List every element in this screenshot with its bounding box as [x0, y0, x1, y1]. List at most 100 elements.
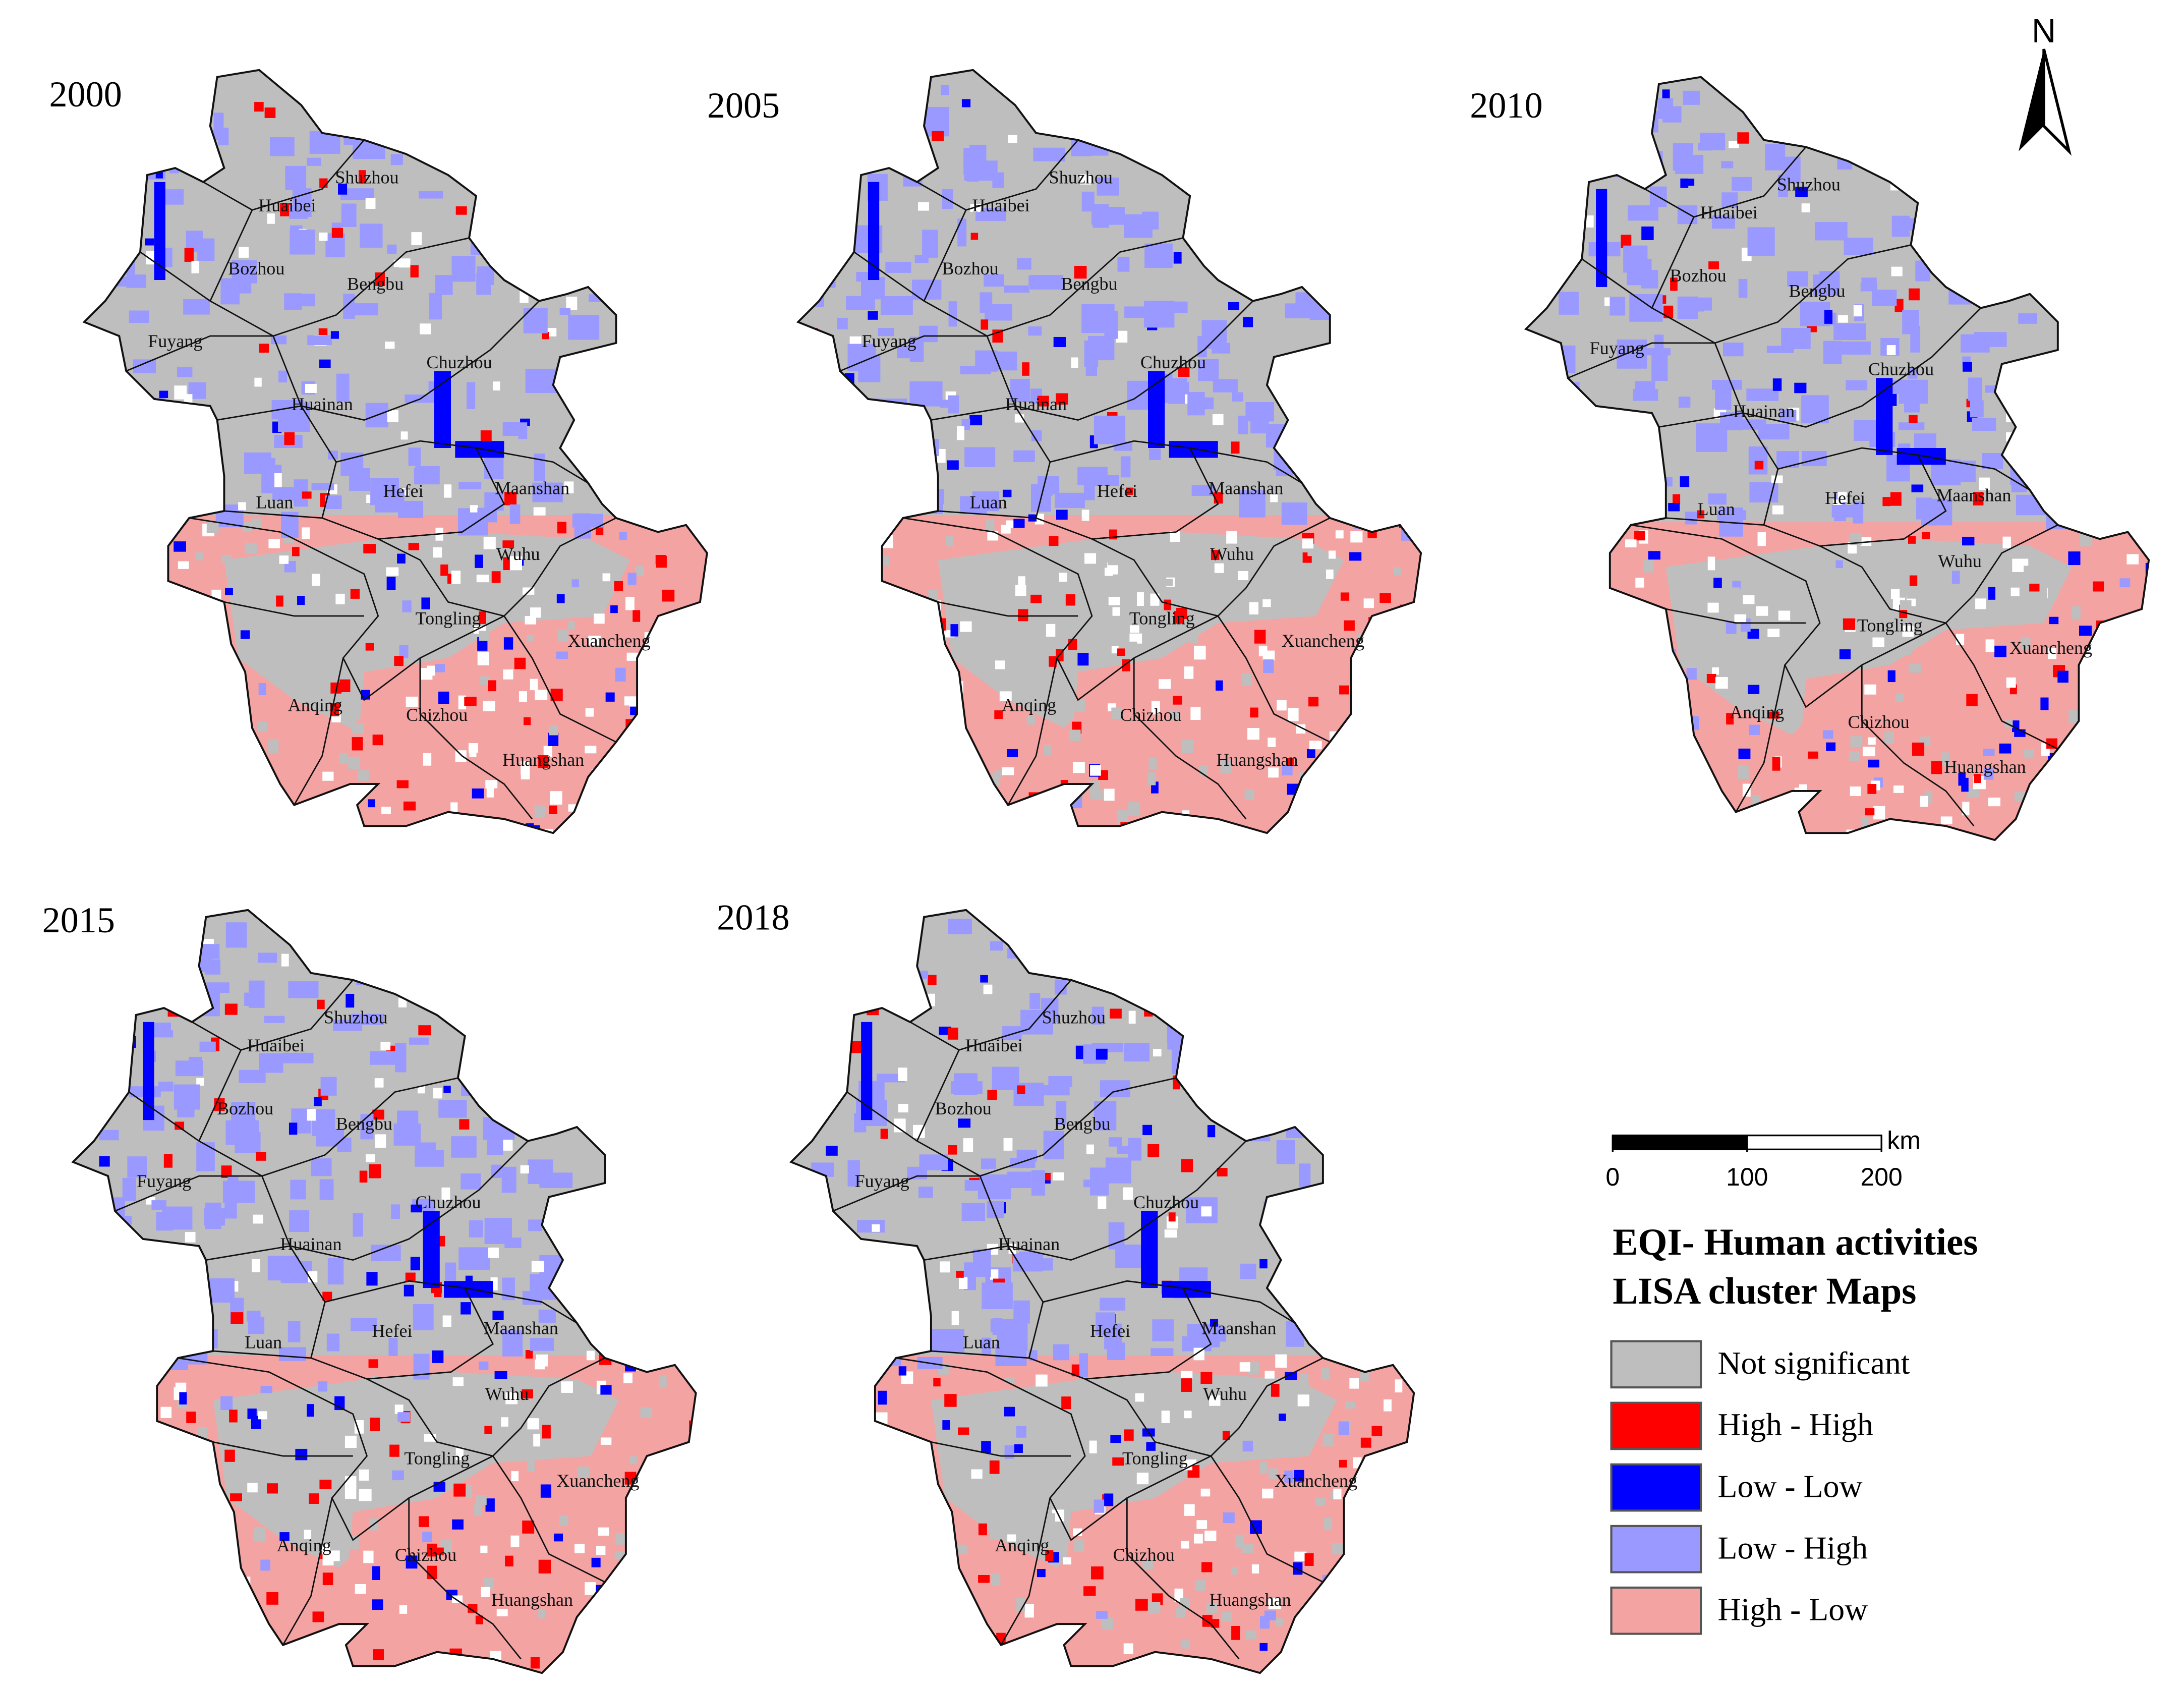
cell	[243, 1605, 252, 1613]
cell	[1323, 1433, 1335, 1447]
cell	[1002, 1345, 1022, 1356]
cell	[1100, 1298, 1126, 1311]
city-label: Hefei	[1090, 1321, 1130, 1341]
cell	[527, 1459, 535, 1472]
cell	[1852, 737, 1861, 746]
cell	[451, 1136, 477, 1158]
cell	[964, 447, 996, 467]
city-label: Chuzhou	[415, 1192, 481, 1212]
cell	[1962, 802, 1970, 816]
cell	[451, 256, 476, 282]
cell	[1381, 803, 1393, 812]
cell	[1054, 979, 1067, 995]
cell	[453, 1483, 466, 1497]
cell	[848, 422, 872, 437]
cell	[325, 676, 338, 684]
cell	[872, 1224, 880, 1232]
cell	[1346, 1045, 1370, 1052]
cell	[1290, 919, 1304, 938]
cell	[1093, 1671, 1103, 1673]
cell	[804, 1243, 815, 1254]
cell	[537, 198, 551, 210]
cell	[685, 1297, 696, 1310]
cell	[1295, 935, 1317, 959]
cell	[563, 1212, 587, 1221]
city-label: Shuzhou	[324, 1007, 387, 1028]
cell	[632, 1556, 641, 1567]
cell	[1681, 297, 1712, 311]
cell	[522, 1521, 535, 1534]
cell	[1702, 825, 1713, 834]
cell	[1321, 73, 1331, 94]
cell	[1549, 399, 1568, 416]
cell	[1206, 912, 1218, 936]
cell	[485, 1498, 495, 1512]
cell	[538, 1052, 554, 1072]
cell	[333, 1676, 340, 1685]
cell	[469, 1220, 483, 1238]
cell	[130, 1678, 137, 1687]
cell	[1302, 538, 1314, 549]
cell	[518, 422, 528, 439]
cell	[653, 1038, 663, 1049]
cell	[320, 1077, 337, 1096]
cell	[105, 582, 116, 590]
cell	[1743, 595, 1755, 604]
gray-region	[1665, 539, 2072, 735]
cell	[1726, 713, 1734, 725]
cell	[1229, 1024, 1238, 1034]
cell	[1037, 396, 1049, 407]
cell	[605, 364, 632, 393]
cell	[679, 816, 692, 824]
cell	[583, 1112, 601, 1124]
cell	[1571, 634, 1582, 646]
cell	[1349, 1378, 1359, 1389]
cell	[1966, 694, 1978, 706]
cell	[1079, 174, 1091, 185]
cell	[408, 543, 420, 550]
cell	[628, 1550, 640, 1559]
cell	[1749, 101, 1760, 115]
cell	[189, 1056, 202, 1068]
cell	[290, 230, 315, 255]
cell	[351, 1318, 377, 1331]
cell	[863, 991, 886, 1006]
cell	[484, 458, 504, 479]
cell	[1268, 738, 1276, 747]
low-low-cluster	[868, 182, 880, 280]
city-boundary	[853, 209, 967, 302]
cell	[1864, 684, 1876, 695]
year-label: 2000	[49, 74, 122, 115]
cell	[981, 319, 989, 330]
cell	[142, 755, 155, 767]
cell	[147, 974, 159, 984]
cell	[959, 1277, 968, 1289]
cell	[1126, 641, 1137, 653]
cell	[1086, 1144, 1094, 1155]
cell	[1988, 587, 1996, 600]
cell	[816, 812, 824, 822]
cell	[1342, 1664, 1351, 1673]
cell	[1093, 204, 1109, 228]
cell	[1737, 132, 1749, 144]
cell	[1260, 1616, 1270, 1629]
cell	[420, 323, 431, 334]
cell	[628, 238, 661, 265]
cell	[1417, 791, 1421, 803]
cell	[1281, 502, 1307, 525]
cell	[1211, 1619, 1220, 1628]
cell	[835, 1511, 846, 1522]
cell	[1559, 292, 1579, 315]
cell	[1567, 93, 1580, 107]
cell	[1792, 110, 1823, 122]
cell	[1635, 578, 1644, 588]
cell	[1844, 238, 1874, 255]
gray-region	[213, 1372, 619, 1568]
cell	[2119, 578, 2131, 587]
cell	[97, 1533, 109, 1543]
cell	[857, 1220, 885, 1233]
cell	[1181, 180, 1194, 190]
cell	[996, 812, 1006, 822]
cell	[860, 546, 873, 555]
cell	[154, 1362, 162, 1372]
